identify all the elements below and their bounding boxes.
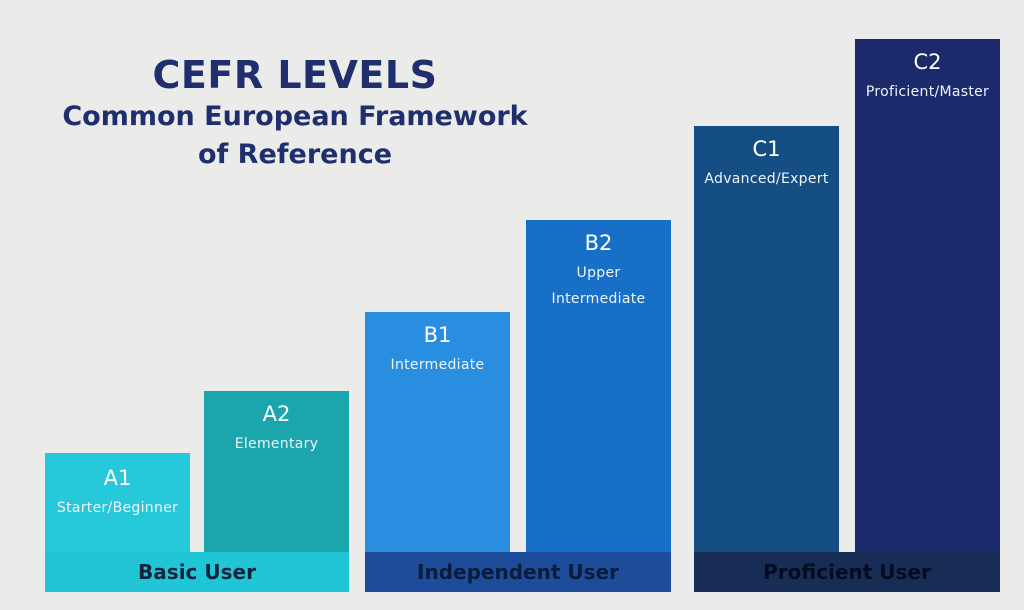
level-description: Elementary: [234, 436, 319, 452]
level-bar-c1: C1 Advanced/Expert: [694, 126, 839, 552]
title-block: CEFR LEVELS Common European Framework of…: [60, 52, 530, 174]
level-bar-a1: A1 Starter/Beginner: [45, 453, 190, 552]
group-band-proficient-user: Proficient User: [694, 552, 1000, 592]
page-title: CEFR LEVELS: [152, 53, 438, 97]
level-bar-b1: B1 Intermediate: [365, 312, 510, 552]
level-bar-a2: A2 Elementary: [204, 391, 349, 552]
level-code: B1: [423, 323, 452, 347]
level-code: C2: [913, 50, 942, 74]
level-code: A1: [103, 466, 132, 490]
page-subtitle-line-2: of Reference: [197, 139, 393, 170]
level-description: Advanced/Expert: [704, 171, 829, 187]
level-code: C1: [752, 137, 781, 161]
level-code: B2: [584, 231, 613, 255]
level-description: Starter/Beginner: [56, 500, 179, 516]
level-code: A2: [262, 402, 291, 426]
level-bar-c2: C2 Proficient/Master: [855, 39, 1000, 552]
group-band-independent-user: Independent User: [365, 552, 671, 592]
level-description: Proficient/Master: [865, 84, 990, 100]
level-description: Upper Intermediate: [551, 265, 646, 307]
group-band-basic-user: Basic User: [45, 552, 349, 592]
level-bar-b2: B2 Upper Intermediate: [526, 220, 671, 552]
level-description: Intermediate: [390, 357, 485, 373]
page-subtitle-line-1: Common European Framework: [62, 101, 528, 132]
